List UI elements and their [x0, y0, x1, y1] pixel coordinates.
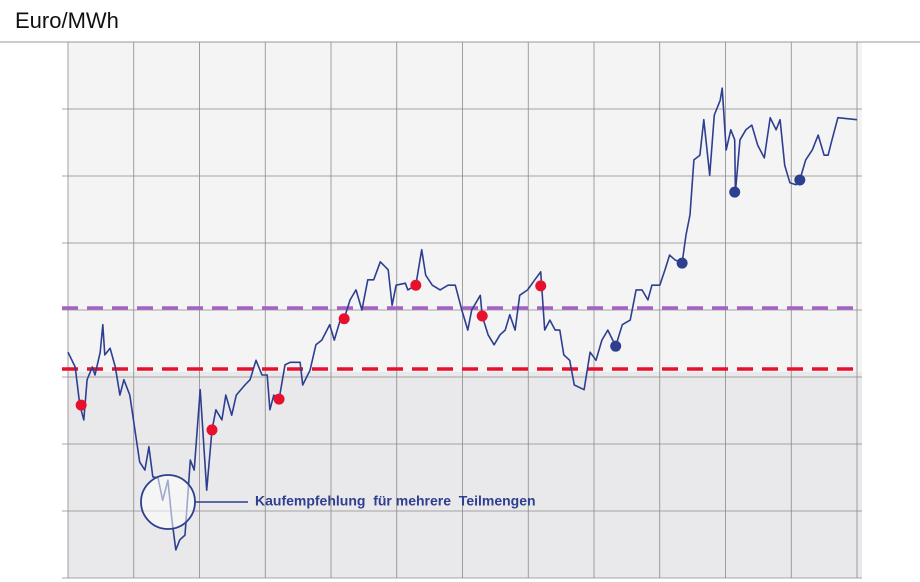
signal-dot: [206, 424, 218, 436]
price-line: [67, 87, 858, 551]
annotation-circle: [140, 474, 196, 530]
signal-dot: [476, 310, 488, 322]
lower-zone: [68, 371, 862, 578]
signal-dot: [794, 174, 806, 186]
chart-title: Euro/MWh: [15, 8, 119, 33]
signal-dot: [610, 340, 622, 352]
signal-dot: [729, 186, 741, 198]
signal-dot: [338, 313, 350, 325]
signal-dot: [273, 393, 285, 405]
signal-dot: [535, 280, 547, 292]
annotation-text: Kaufempfehlung für mehrere Teilmengen: [255, 493, 536, 509]
plot-layer: Kaufempfehlung für mehrere Teilmengen: [62, 87, 862, 551]
signal-dot: [410, 279, 422, 291]
background-layer: [68, 371, 862, 578]
signal-dot: [676, 257, 688, 269]
signal-dot: [75, 399, 87, 411]
